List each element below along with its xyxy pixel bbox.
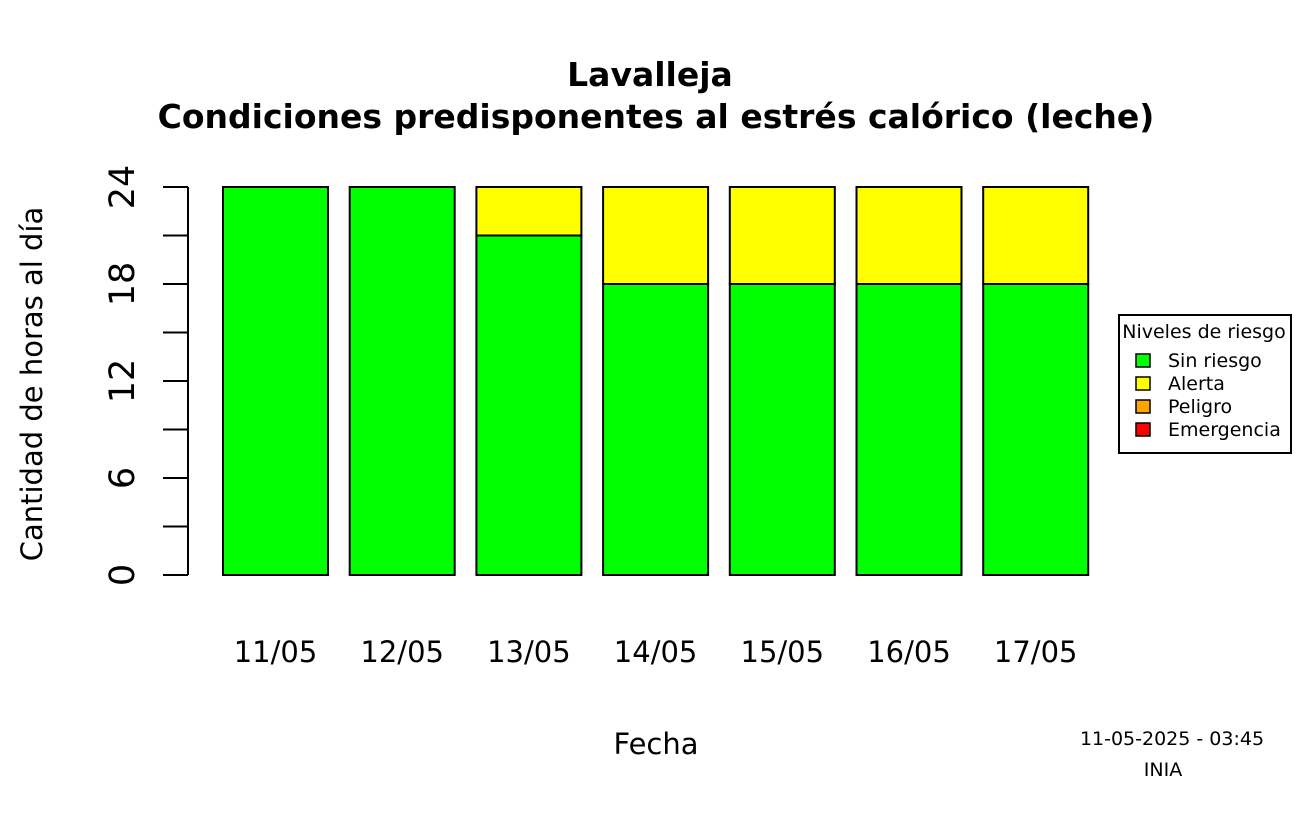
legend-swatch-peligro	[1135, 399, 1151, 414]
y-tick-label: 24	[103, 165, 143, 210]
footer-timestamp: 11-05-2025 - 03:45	[1080, 728, 1264, 750]
x-tick-label: 15/05	[741, 635, 825, 669]
bar-16-05-alerta	[855, 186, 963, 285]
bar-12-05-sin-riesgo	[348, 186, 456, 576]
legend: Niveles de riesgo Sin riesgoAlertaPeligr…	[1118, 314, 1292, 454]
legend-label-alerta: Alerta	[1168, 373, 1225, 395]
bar-13-05-sin-riesgo	[475, 234, 583, 576]
y-tick-label: 6	[103, 467, 143, 489]
x-tick-label: 17/05	[994, 635, 1078, 669]
bar-14-05-alerta	[602, 186, 710, 285]
legend-label-emergencia: Emergencia	[1168, 419, 1281, 441]
x-axis-label: Fecha	[613, 727, 698, 761]
bar-15-05-alerta	[728, 186, 836, 285]
legend-swatch-emergencia	[1135, 422, 1151, 437]
chart-title: Lavalleja	[567, 55, 733, 94]
x-tick-label: 14/05	[614, 635, 698, 669]
y-axis: 0 6 12 18 24	[103, 165, 188, 586]
bars-group	[222, 186, 1090, 576]
y-tick-label: 18	[103, 262, 143, 307]
bar-14-05-sin-riesgo	[602, 283, 710, 576]
y-tick-label: 12	[103, 359, 143, 404]
legend-box	[1118, 314, 1292, 454]
legend-swatch-alerta	[1135, 376, 1151, 391]
footer-source: INIA	[1144, 759, 1182, 781]
bar-16-05-sin-riesgo	[855, 283, 963, 576]
y-axis-label: Cantidad de horas al día	[15, 207, 49, 562]
x-tick-label: 12/05	[360, 635, 444, 669]
bar-17-05-sin-riesgo	[982, 283, 1090, 576]
bar-15-05-sin-riesgo	[728, 283, 836, 576]
legend-title: Niveles de riesgo	[1122, 321, 1286, 343]
chart-subtitle: Condiciones predisponentes al estrés cal…	[158, 97, 1155, 136]
legend-swatch-sin-riesgo	[1135, 353, 1151, 368]
x-tick-label: 16/05	[867, 635, 951, 669]
y-tick-label: 0	[103, 564, 143, 586]
bar-13-05-alerta	[475, 186, 583, 237]
legend-label-sin-riesgo: Sin riesgo	[1168, 350, 1262, 372]
x-tick-label: 11/05	[234, 635, 318, 669]
bar-11-05-sin-riesgo	[222, 186, 329, 576]
x-tick-label: 13/05	[487, 635, 571, 669]
bar-17-05-alerta	[982, 186, 1090, 285]
x-axis: 11/05 12/05 13/05 14/05 15/05 16/05 17/05	[234, 635, 1078, 669]
legend-label-peligro: Peligro	[1168, 396, 1232, 418]
